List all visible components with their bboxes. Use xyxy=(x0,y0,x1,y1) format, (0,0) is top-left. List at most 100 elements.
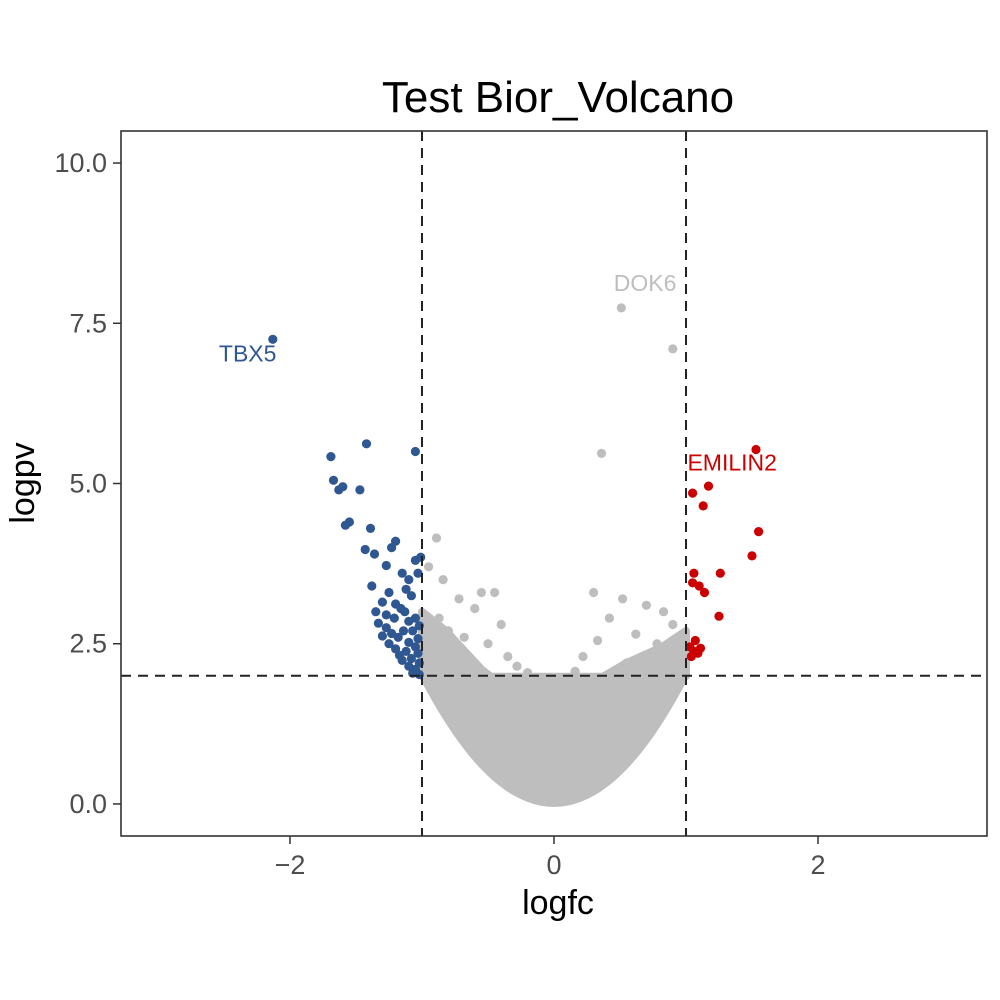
data-point xyxy=(404,637,414,648)
data-point xyxy=(404,575,414,585)
data-point xyxy=(434,613,444,623)
y-tick-label: 2.5 xyxy=(69,629,107,659)
x-axis-label: logfc xyxy=(522,884,594,922)
y-tick-label: 0.0 xyxy=(69,789,107,819)
data-point xyxy=(381,623,391,633)
y-tick-label: 7.5 xyxy=(69,308,107,338)
non-significant-density-cloud xyxy=(418,607,690,807)
data-point xyxy=(754,527,764,537)
data-point xyxy=(652,639,662,649)
data-point xyxy=(400,607,410,617)
data-point xyxy=(377,631,387,641)
gene-label: EMILIN2 xyxy=(687,450,776,476)
data-points xyxy=(268,303,764,680)
data-point xyxy=(438,575,448,585)
data-point xyxy=(459,632,469,642)
gene-label: TBX5 xyxy=(219,341,277,367)
data-point xyxy=(470,603,480,614)
data-point xyxy=(714,611,724,621)
data-point xyxy=(694,581,704,591)
x-tick-label: −2 xyxy=(275,850,306,880)
data-point xyxy=(677,667,687,677)
data-point xyxy=(381,560,391,571)
data-point xyxy=(413,634,423,644)
data-point xyxy=(384,639,394,649)
data-point xyxy=(674,645,685,655)
data-point xyxy=(476,587,486,598)
data-point xyxy=(715,568,725,578)
data-point xyxy=(431,533,442,543)
data-point xyxy=(454,594,464,604)
data-point xyxy=(589,587,599,598)
data-point xyxy=(467,664,477,675)
data-point xyxy=(393,632,403,642)
data-point xyxy=(268,334,278,344)
chart-title: Test Bior_Volcano xyxy=(382,73,734,122)
data-point xyxy=(326,452,336,462)
data-point xyxy=(622,658,632,668)
data-point xyxy=(668,344,678,354)
y-tick-label: 10.0 xyxy=(54,148,107,178)
data-point xyxy=(413,568,423,578)
cloud-left-wedge xyxy=(418,607,545,764)
data-point xyxy=(668,619,678,630)
data-point xyxy=(371,607,381,617)
data-point xyxy=(424,562,434,572)
data-point xyxy=(355,485,365,495)
data-point xyxy=(616,303,626,313)
data-point xyxy=(410,446,420,457)
data-point xyxy=(387,543,397,553)
data-point xyxy=(406,653,416,664)
data-point xyxy=(690,635,700,646)
data-point xyxy=(688,488,698,498)
data-point xyxy=(641,600,652,610)
data-point xyxy=(340,520,350,530)
cloud-right-wedge xyxy=(563,626,690,764)
data-point xyxy=(408,626,418,636)
data-point xyxy=(686,651,696,662)
data-point xyxy=(360,544,370,555)
data-point xyxy=(496,619,506,630)
data-point xyxy=(593,635,603,646)
data-point xyxy=(389,613,399,623)
data-point xyxy=(578,651,588,662)
data-point xyxy=(413,648,423,658)
data-point xyxy=(490,587,500,598)
data-point xyxy=(377,597,387,607)
data-point xyxy=(338,482,348,492)
y-axis-label: logpv xyxy=(4,442,42,523)
data-point xyxy=(747,551,757,561)
data-point xyxy=(406,591,416,601)
data-point xyxy=(430,645,440,655)
data-point xyxy=(751,444,761,455)
data-point xyxy=(703,481,714,491)
data-point xyxy=(618,594,628,604)
data-point xyxy=(570,666,580,676)
gene-label: DOK6 xyxy=(614,270,677,296)
data-point xyxy=(401,584,411,594)
data-point xyxy=(361,439,372,449)
data-point xyxy=(596,448,607,458)
data-point xyxy=(660,661,670,671)
data-point xyxy=(604,613,615,623)
data-point xyxy=(443,626,453,636)
data-point xyxy=(689,568,699,578)
x-tick-label: 2 xyxy=(811,850,826,880)
data-point xyxy=(512,661,522,671)
data-point xyxy=(503,651,513,662)
threshold-lines xyxy=(121,131,987,836)
data-point xyxy=(483,639,493,649)
data-point xyxy=(369,549,380,559)
data-point xyxy=(631,629,641,639)
data-point xyxy=(398,626,409,636)
data-point xyxy=(367,581,377,591)
x-axis: −2 0 2 xyxy=(275,836,826,880)
data-point xyxy=(373,618,383,628)
data-point xyxy=(404,616,414,626)
data-point xyxy=(328,475,339,485)
x-tick-label: 0 xyxy=(546,850,561,880)
data-point xyxy=(365,523,376,534)
y-tick-label: 5.0 xyxy=(69,469,107,499)
y-axis: 0.0 2.5 5.0 7.5 10.0 xyxy=(54,148,121,819)
